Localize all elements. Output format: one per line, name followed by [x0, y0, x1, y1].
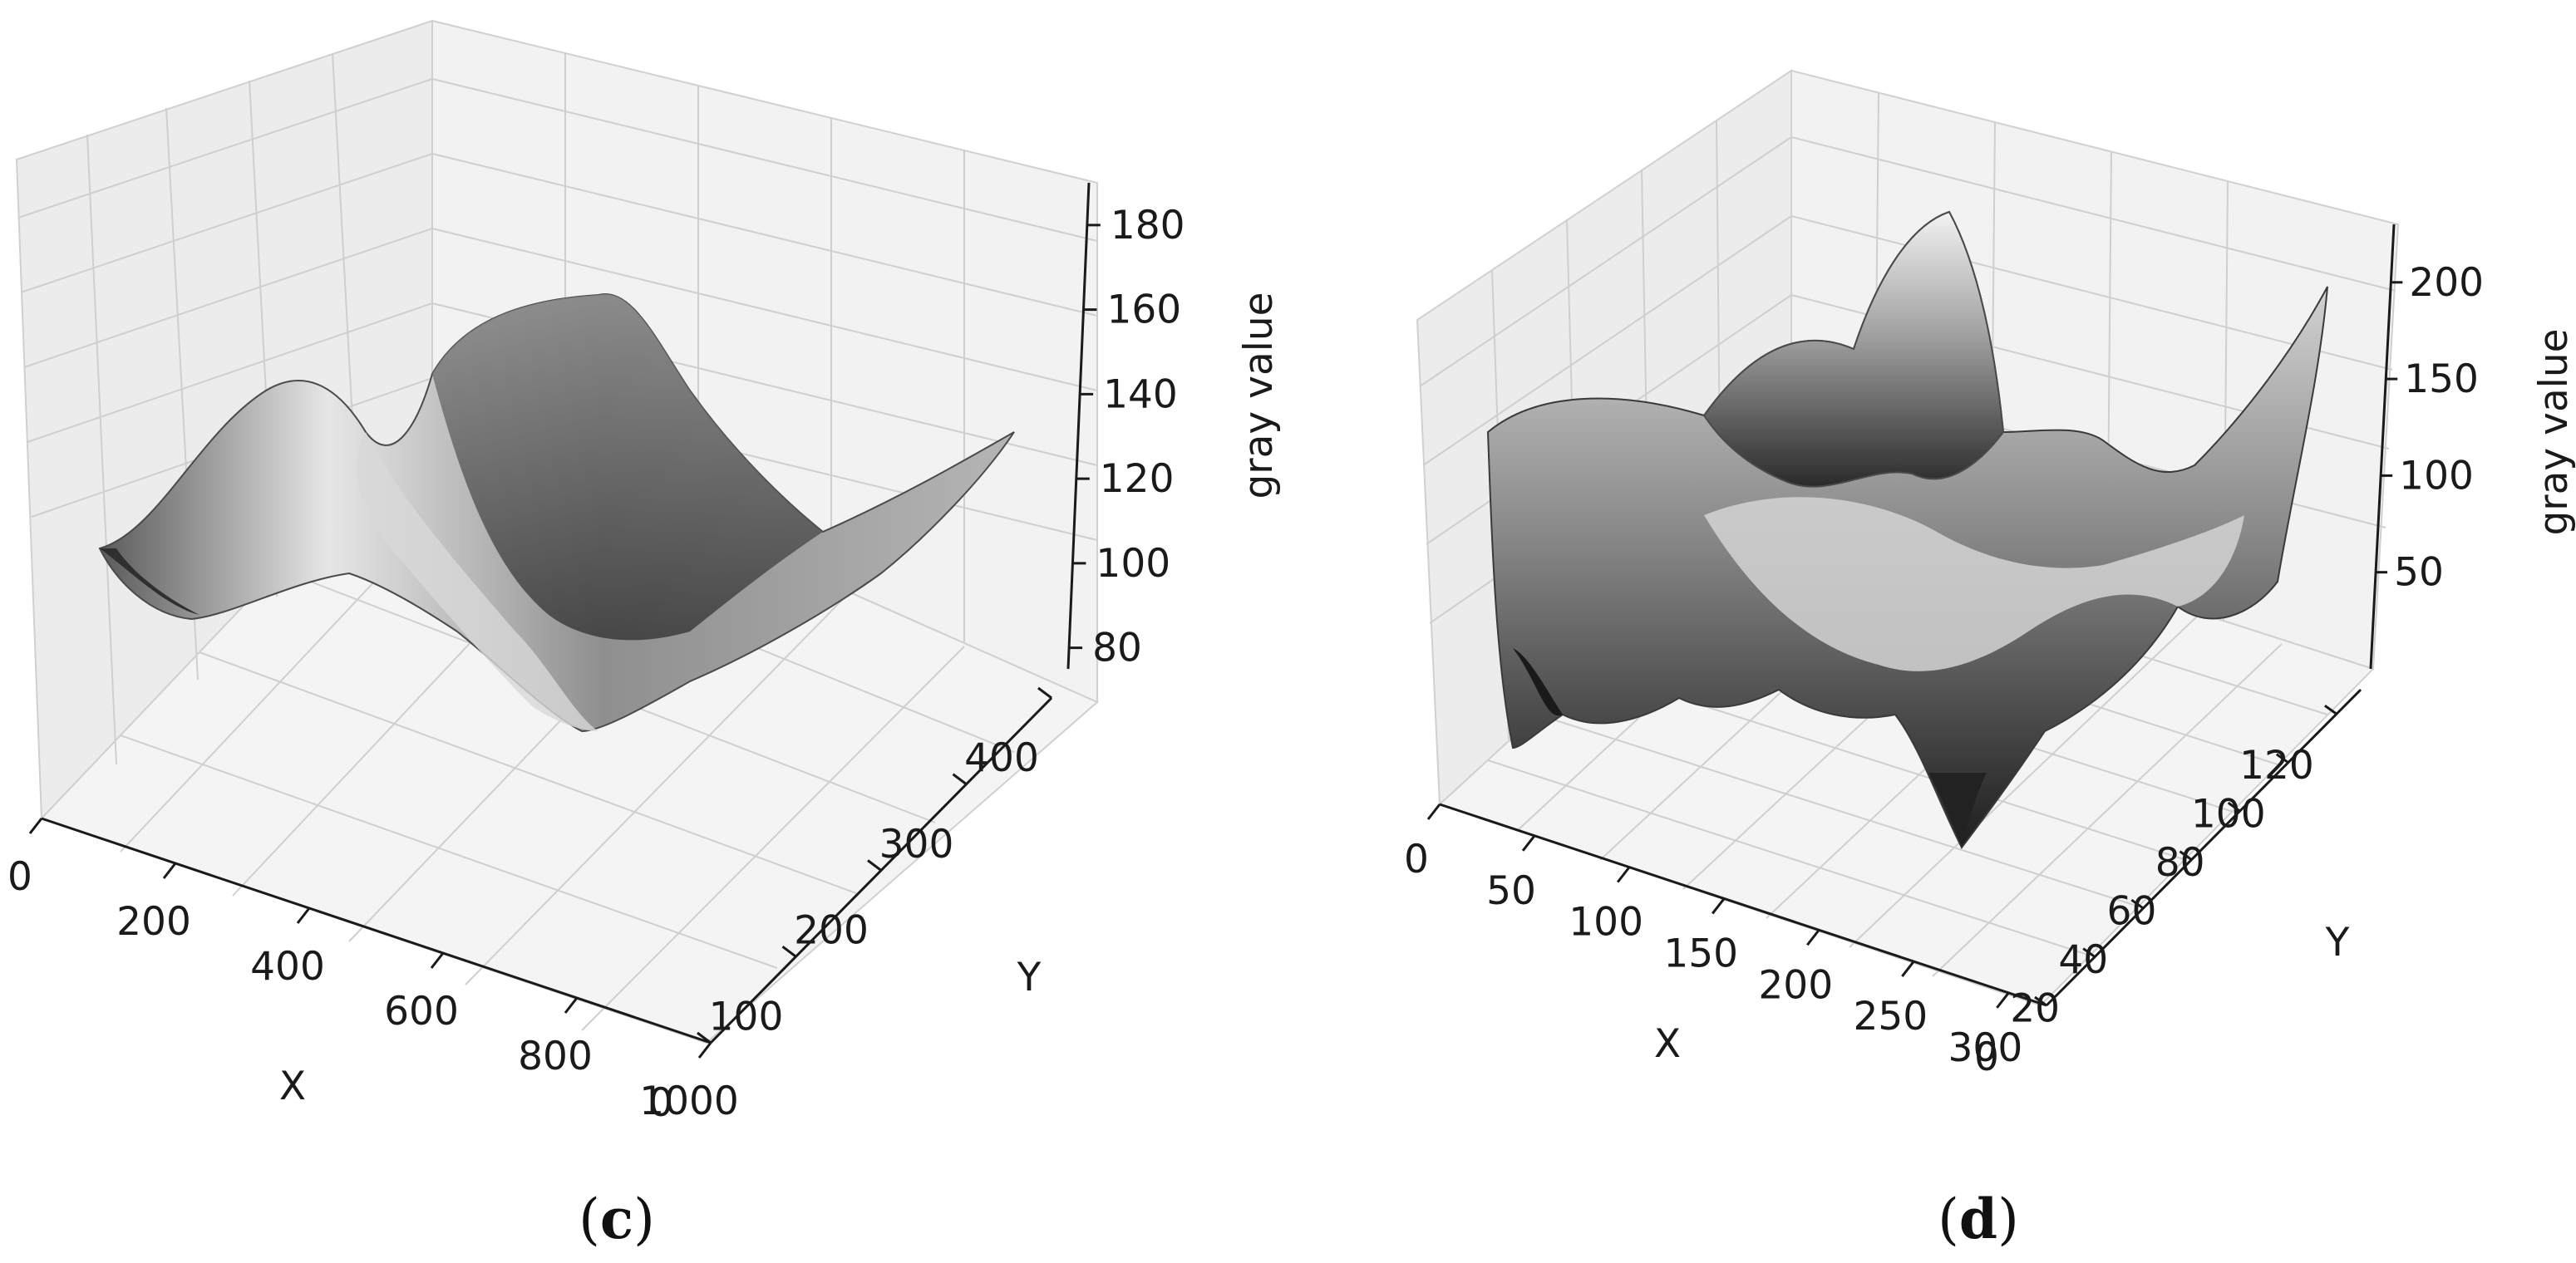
- x-tick-mark: [28, 818, 43, 834]
- y-tick-mark: [2324, 705, 2337, 715]
- y-tick-mark: [2275, 753, 2289, 764]
- y-axis-label-d: Y: [2325, 920, 2350, 966]
- y-tick-mark: [781, 946, 797, 958]
- x-ticks-c: 0 200 400 600 800 1000: [7, 818, 739, 1124]
- z-tick-label: 100: [1096, 541, 1170, 587]
- surface-d: [1486, 210, 2328, 849]
- y-tick-mark: [952, 773, 968, 785]
- x-axis-d: [1439, 803, 2047, 1007]
- x-tick-mark: [1426, 804, 1441, 820]
- y-tick-label: 400: [964, 735, 1039, 781]
- z-axis-d: [2369, 224, 2396, 670]
- z-ticks-d: 50 100 150 200: [2376, 260, 2484, 596]
- x-tick-mark: [1712, 897, 1726, 915]
- y-tick-mark: [2034, 995, 2047, 1007]
- x-axis-c: [41, 817, 712, 1044]
- x-tick-mark: [1806, 929, 1820, 946]
- y-tick-label: 20: [2010, 986, 2060, 1032]
- x-tick-mark: [162, 862, 177, 879]
- y-tick-mark: [2130, 898, 2145, 910]
- x-tick-label: 400: [250, 944, 325, 990]
- y-axis-d: [2045, 688, 2362, 1007]
- x-tick-label: 800: [518, 1034, 593, 1079]
- x-tick-mark: [697, 1042, 712, 1059]
- y-tick-mark: [2227, 801, 2241, 813]
- z-tick-label: 180: [1111, 203, 1185, 248]
- z-axis-c: [1066, 182, 1091, 670]
- z-ticks-c: 80 100 120 140 160 180: [1069, 203, 1185, 671]
- y-tick-label: 120: [2239, 743, 2314, 789]
- x-tick-mark: [564, 997, 579, 1014]
- y-tick-label: 60: [2107, 889, 2157, 935]
- y-tick-label: 0: [648, 1080, 673, 1126]
- y-tick-label: 40: [2058, 937, 2108, 983]
- y-tick-label: 100: [709, 994, 784, 1039]
- x-tick-label: 150: [1663, 931, 1738, 976]
- z-tick-label: 150: [2404, 356, 2479, 402]
- x-tick-label: 300: [1948, 1025, 2023, 1071]
- x-tick-label: 200: [116, 899, 191, 945]
- x-tick-mark: [1521, 834, 1536, 852]
- z-tick-label: 120: [1100, 456, 1175, 502]
- y-tick-label: 100: [2191, 792, 2266, 838]
- y-tick-mark: [697, 1031, 712, 1044]
- x-axis-label-c: X: [279, 1064, 306, 1109]
- z-axis-label-c: gray value: [1236, 292, 1282, 499]
- z-tick-label: 160: [1106, 287, 1181, 333]
- surface-c: [98, 292, 1015, 733]
- caption-d: (d): [1938, 1187, 2019, 1251]
- caption-c: (c): [579, 1187, 655, 1251]
- x-tick-label: 1000: [639, 1079, 739, 1124]
- z-tick-label: 100: [2399, 453, 2474, 499]
- y-tick-label: 0: [1974, 1034, 1999, 1080]
- y-tick-mark: [1037, 686, 1052, 700]
- x-tick-mark: [296, 907, 311, 924]
- y-tick-label: 200: [794, 908, 869, 954]
- z-tick-label: 50: [2394, 550, 2444, 596]
- x-tick-label: 250: [1853, 994, 1928, 1039]
- x-tick-mark: [1901, 961, 1915, 977]
- y-tick-mark: [2082, 947, 2096, 958]
- x-ticks-d: 0 50 100 150 200 250 300: [1404, 804, 2022, 1071]
- y-axis-label-c: Y: [1017, 955, 1042, 1000]
- x-tick-mark: [1616, 866, 1631, 883]
- y-tick-mark: [2179, 850, 2193, 861]
- x-tick-label: 0: [7, 854, 32, 900]
- x-tick-label: 100: [1569, 900, 1643, 946]
- x-tick-mark: [1996, 991, 2010, 1009]
- x-tick-label: 600: [384, 989, 459, 1034]
- y-tick-label: 300: [879, 822, 954, 867]
- x-tick-label: 0: [1404, 837, 1429, 882]
- z-tick-label: 200: [2409, 260, 2484, 306]
- x-tick-mark: [430, 952, 445, 969]
- z-tick-label: 140: [1103, 371, 1178, 417]
- x-tick-label: 200: [1758, 962, 1833, 1008]
- z-tick-label: 80: [1092, 626, 1142, 671]
- z-axis-label-d: gray value: [2531, 328, 2576, 535]
- x-tick-label: 50: [1486, 868, 1536, 914]
- x-axis-label-d: X: [1654, 1021, 1681, 1067]
- y-tick-label: 80: [2155, 840, 2205, 886]
- y-tick-mark: [867, 859, 882, 872]
